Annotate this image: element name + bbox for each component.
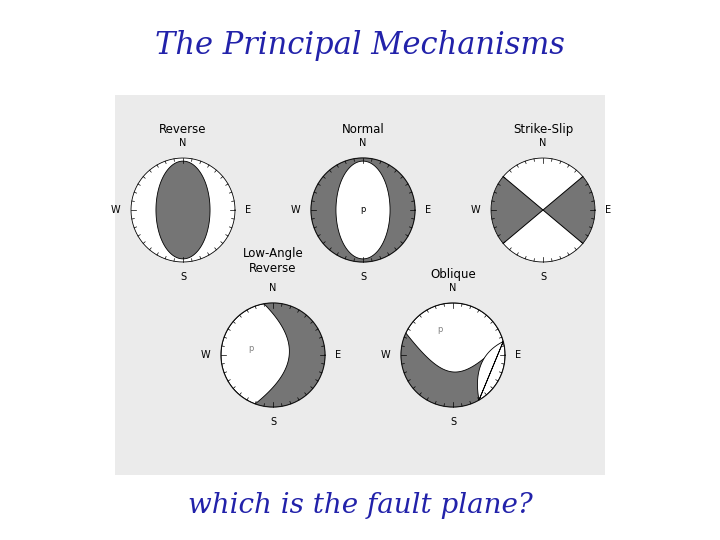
- Text: W: W: [381, 350, 391, 360]
- Text: W: W: [471, 205, 481, 215]
- Text: E: E: [426, 205, 431, 215]
- Circle shape: [491, 158, 595, 262]
- Circle shape: [131, 158, 235, 262]
- Text: Normal: Normal: [341, 123, 384, 136]
- Text: E: E: [516, 350, 521, 360]
- Text: S: S: [450, 417, 456, 427]
- Text: N: N: [269, 282, 276, 293]
- Polygon shape: [491, 177, 543, 244]
- Text: The Principal Mechanisms: The Principal Mechanisms: [155, 30, 565, 61]
- Text: E: E: [246, 205, 251, 215]
- Text: W: W: [201, 350, 210, 360]
- Circle shape: [221, 303, 325, 407]
- Text: p: p: [360, 206, 366, 214]
- Text: which is the fault plane?: which is the fault plane?: [188, 492, 532, 519]
- Text: S: S: [180, 272, 186, 282]
- Text: p: p: [437, 325, 443, 334]
- Text: p: p: [248, 345, 254, 353]
- Text: Strike-Slip: Strike-Slip: [513, 123, 573, 136]
- Text: S: S: [270, 417, 276, 427]
- Circle shape: [401, 303, 505, 407]
- Polygon shape: [406, 303, 503, 372]
- Text: S: S: [540, 272, 546, 282]
- Text: S: S: [360, 272, 366, 282]
- Text: W: W: [111, 205, 121, 215]
- Text: N: N: [179, 138, 186, 147]
- Polygon shape: [156, 161, 210, 259]
- Polygon shape: [221, 304, 289, 404]
- Circle shape: [401, 303, 505, 407]
- Polygon shape: [336, 161, 390, 259]
- Circle shape: [311, 158, 415, 262]
- Polygon shape: [477, 341, 505, 400]
- Text: N: N: [359, 138, 366, 147]
- Text: Low-Angle
Reverse: Low-Angle Reverse: [243, 247, 303, 275]
- Text: E: E: [336, 350, 341, 360]
- Text: E: E: [606, 205, 611, 215]
- Text: Reverse: Reverse: [159, 123, 207, 136]
- Text: N: N: [539, 138, 546, 147]
- Text: W: W: [291, 205, 301, 215]
- Polygon shape: [543, 177, 595, 244]
- FancyBboxPatch shape: [115, 95, 605, 475]
- Text: N: N: [449, 282, 456, 293]
- Text: Oblique: Oblique: [430, 268, 476, 281]
